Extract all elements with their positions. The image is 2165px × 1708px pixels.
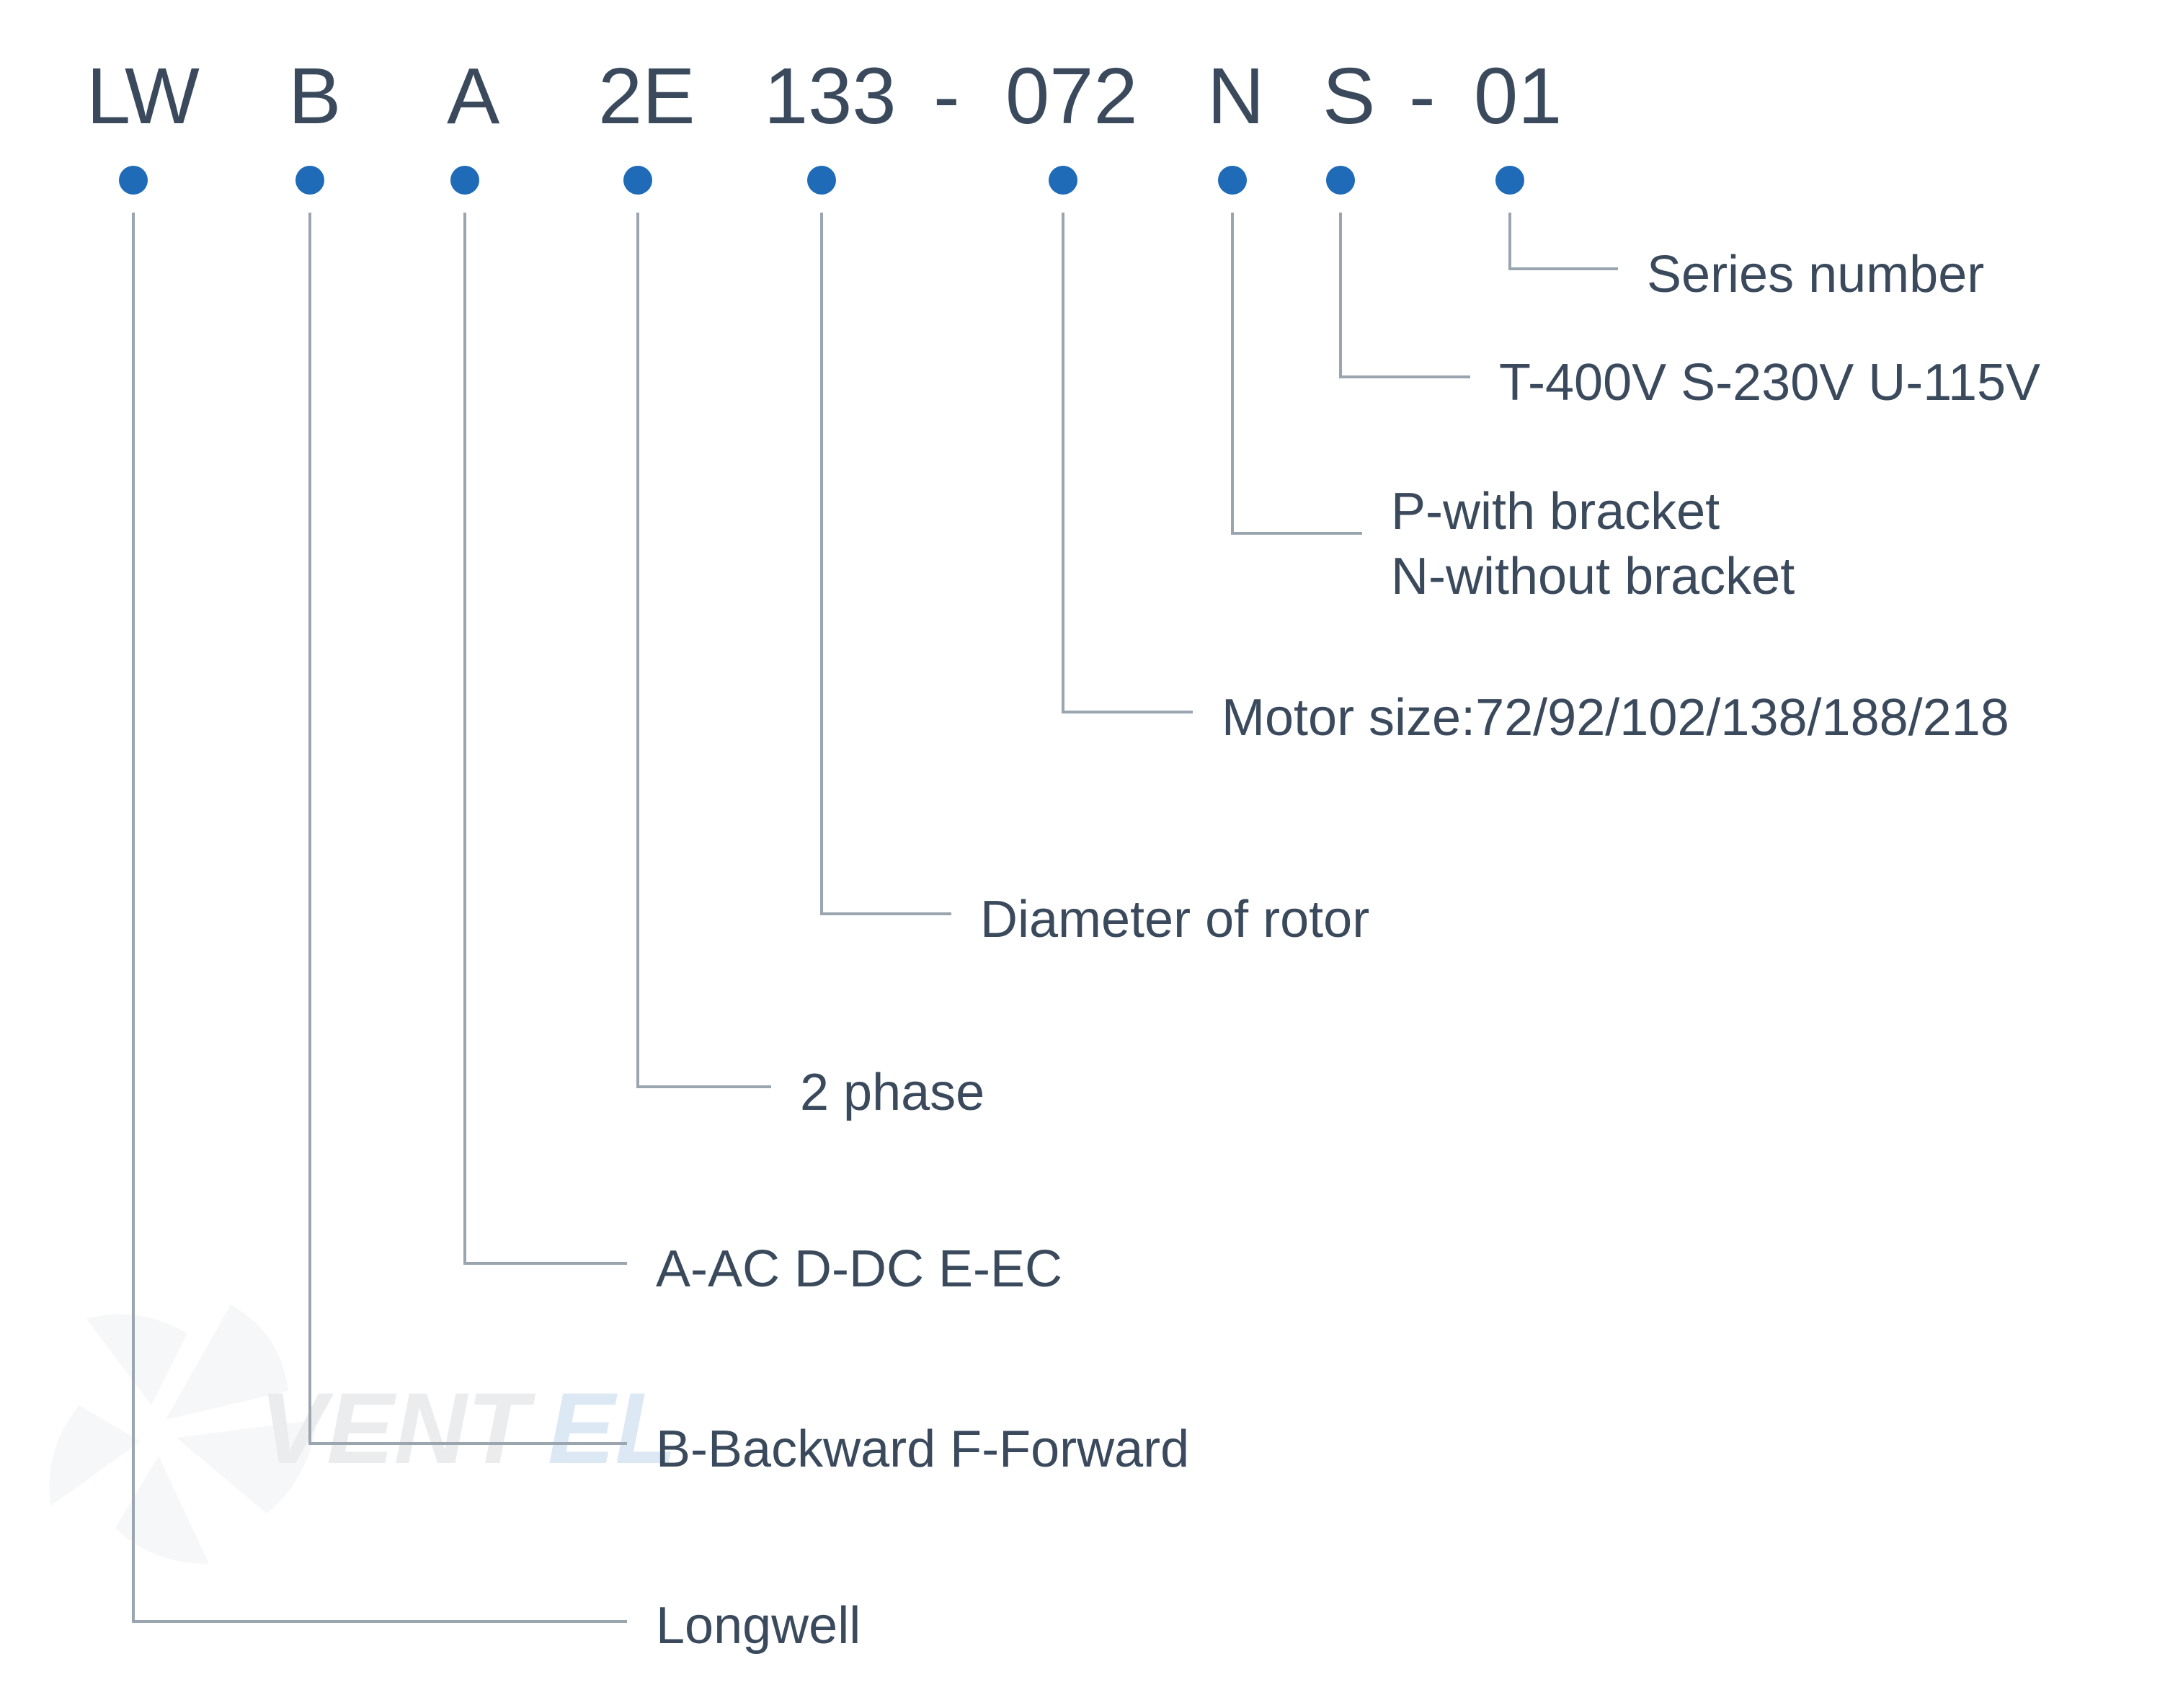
hline-133	[820, 912, 951, 915]
vline-133	[820, 213, 823, 914]
hline-072	[1062, 711, 1193, 713]
dot-01	[1495, 166, 1524, 195]
hline-a	[463, 1262, 627, 1265]
code-seg-072: 072	[1005, 50, 1138, 142]
code-seg-n: N	[1207, 50, 1264, 142]
code-seg-a: A	[447, 50, 499, 142]
code-seg-b: B	[288, 50, 341, 142]
vline-b	[308, 213, 311, 1444]
dot-072	[1049, 166, 1077, 195]
svg-text:VENT: VENT	[259, 1371, 536, 1485]
code-seg-s: S	[1322, 50, 1375, 142]
dot-s	[1326, 166, 1355, 195]
vline-n	[1231, 213, 1234, 533]
dot-133	[807, 166, 836, 195]
code-seg-2e: 2E	[598, 50, 695, 142]
code-seg-01: 01	[1474, 50, 1562, 142]
desc-072: Motor size:72/92/102/138/188/218	[1222, 688, 2009, 747]
dot-b	[295, 166, 324, 195]
desc-2e: 2 phase	[800, 1063, 984, 1122]
part-number-diagram: VENT EL LW B A 2E 133 - 072 N S - 01 Lon…	[0, 0, 2165, 1708]
code-seg-lw: LW	[86, 50, 200, 142]
desc-a: A-AC D-DC E-EC	[656, 1240, 1062, 1299]
code-dash-1: -	[933, 50, 960, 142]
vline-072	[1062, 213, 1064, 712]
desc-n: P-with bracket N-without bracket	[1391, 479, 1795, 609]
hline-2e	[636, 1085, 771, 1088]
dot-a	[450, 166, 479, 195]
desc-133: Diameter of rotor	[980, 890, 1369, 949]
dot-n	[1218, 166, 1247, 195]
desc-01: Series number	[1647, 245, 1984, 304]
vline-01	[1508, 213, 1511, 269]
hline-lw	[132, 1620, 627, 1623]
hline-b	[308, 1442, 627, 1445]
vline-s	[1339, 213, 1342, 377]
desc-s: T-400V S-230V U-115V	[1499, 353, 2040, 412]
vline-lw	[132, 213, 135, 1622]
code-seg-133: 133	[764, 50, 897, 142]
vline-2e	[636, 213, 639, 1087]
code-dash-2: -	[1409, 50, 1436, 142]
desc-b: B-Backward F-Forward	[656, 1420, 1189, 1479]
dot-lw	[119, 166, 148, 195]
vline-a	[463, 213, 466, 1263]
dot-2e	[623, 166, 652, 195]
desc-n-line1: P-with bracket	[1391, 479, 1795, 544]
desc-n-line2: N-without bracket	[1391, 544, 1795, 609]
watermark-logo: VENT EL	[43, 1276, 692, 1578]
desc-lw: Longwell	[656, 1596, 861, 1655]
hline-01	[1508, 267, 1618, 270]
hline-n	[1231, 532, 1362, 535]
hline-s	[1339, 375, 1470, 378]
